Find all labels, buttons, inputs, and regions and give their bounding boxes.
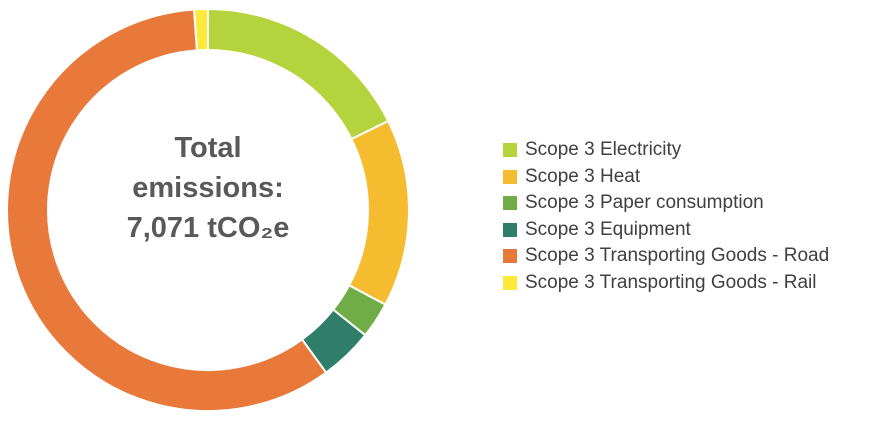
donut-slice-6 [193,7,209,52]
total-emissions-label: Total emissions: 7,071 tCO₂e [108,128,308,248]
donut-slice-5 [6,8,328,412]
legend-label: Scope 3 Paper consumption [525,192,764,214]
donut-slice-1 [207,7,390,141]
legend-label: Scope 3 Equipment [525,218,691,240]
legend-swatch [503,169,517,184]
legend-item: Scope 3 Heat [503,164,829,191]
legend-item: Scope 3 Electricity [503,137,829,164]
legend-item: Scope 3 Transporting Goods - Road [503,243,829,270]
center-label-line-3: 7,071 tCO₂e [126,212,290,244]
legend-item: Scope 3 Paper consumption [503,190,829,217]
center-label-line-1: Total [174,132,242,164]
legend-label: Scope 3 Heat [525,165,641,187]
legend-swatch [503,143,517,158]
chart-legend: Scope 3 Electricity Scope 3 Heat Scope 3 P… [503,137,829,296]
legend-label: Scope 3 Transporting Goods - Road [525,245,830,267]
donut-slice-2 [347,119,410,306]
donut-chart-svg [6,7,410,412]
legend-item: Scope 3 Transporting Goods - Rail [503,270,829,297]
legend-swatch [503,222,517,237]
legend-swatch [503,275,517,290]
center-label-line-2: emissions: [132,172,284,204]
legend-swatch [503,196,517,211]
legend-label: Scope 3 Electricity [525,139,682,161]
legend-item: Scope 3 Equipment [503,217,829,244]
legend-swatch [503,249,517,264]
legend-label: Scope 3 Transporting Goods - Rail [525,271,817,293]
